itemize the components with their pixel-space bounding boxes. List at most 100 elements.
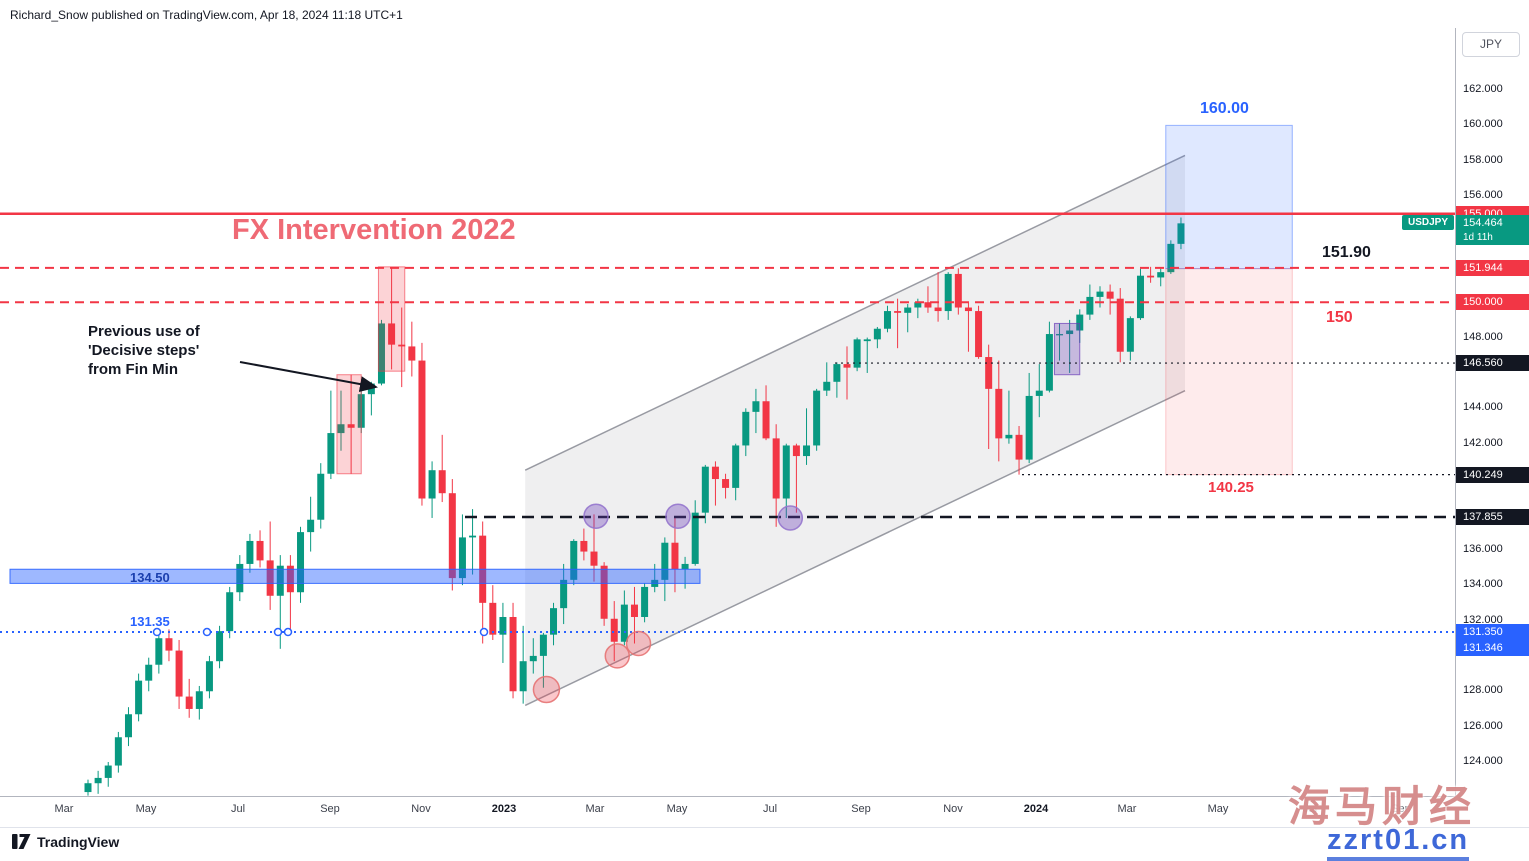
pivot-marker-c[interactable]	[777, 505, 804, 531]
line-anchor-marker[interactable]	[283, 627, 293, 637]
time-label: Mar	[54, 803, 74, 815]
watermark-chinese: 海马财经	[1288, 783, 1477, 830]
candle-body	[347, 424, 355, 428]
candle-body	[823, 381, 831, 391]
candle-body	[995, 388, 1003, 439]
candle-body	[1157, 272, 1165, 278]
line-anchor-marker[interactable]	[202, 627, 212, 637]
support-band-13450[interactable]	[9, 568, 701, 584]
decisive-steps-line3: from Fin Min	[88, 361, 178, 378]
tradingview-brand-text: TradingView	[37, 833, 120, 850]
candle-body	[772, 438, 780, 499]
footer-bar: TradingView	[0, 827, 1529, 857]
time-label: Mar	[1117, 803, 1137, 815]
publish-header: Richard_Snow published on TradingView.co…	[10, 8, 403, 22]
time-label: Sep	[320, 803, 340, 815]
candle-body	[1045, 334, 1053, 391]
price-axis-tag: 137.855	[1456, 508, 1529, 525]
pivot-marker-b[interactable]	[665, 503, 691, 529]
pivot-marker-a[interactable]	[583, 503, 609, 529]
candle-body	[863, 339, 871, 342]
low-marker-jan2023[interactable]	[532, 675, 561, 704]
line-anchor-marker[interactable]	[152, 627, 162, 637]
candle-body	[894, 311, 902, 313]
level-15190-label: 151.90	[1322, 244, 1371, 261]
candle-body	[428, 470, 436, 499]
candle-body	[539, 634, 547, 656]
candle-body	[630, 604, 638, 617]
price-axis[interactable]: JPY 162.000 160.000 158.000 156.000 148.000 1…	[1455, 28, 1529, 796]
candle-body	[904, 307, 912, 313]
candle-body	[286, 565, 294, 593]
symbol-price-tag: USDJPY	[1402, 215, 1455, 231]
decisive-steps-arrow	[239, 361, 378, 392]
time-axis[interactable]: Mar May Jul Sep Nov 2023 Mar May Jul Sep Nov 2024 Ma…	[0, 796, 1455, 822]
level-14025-label: 140.25	[1208, 479, 1254, 496]
candle-body	[803, 445, 811, 457]
candle-body	[843, 364, 851, 368]
price-axis-tag: 140.249	[1456, 466, 1529, 483]
low-marker-mar2023-b[interactable]	[625, 630, 652, 657]
candle-body	[1096, 291, 1104, 297]
candle-body	[752, 401, 760, 412]
line-anchor-marker[interactable]	[273, 627, 283, 637]
currency-unit-button[interactable]: JPY	[1462, 32, 1520, 57]
trend-channel[interactable]	[525, 155, 1186, 706]
fx-intervention-2022-label: FX Intervention 2022	[232, 214, 516, 246]
price-tick: 148.000	[1463, 330, 1503, 343]
candle-body	[84, 783, 92, 793]
candle-body	[833, 364, 841, 382]
candle-body	[175, 650, 183, 697]
candle-body	[914, 302, 922, 308]
risk-zone-14025[interactable]	[1165, 268, 1293, 476]
candle-body	[1086, 296, 1094, 315]
price-tick: 124.000	[1463, 755, 1503, 767]
candle-body	[1106, 291, 1114, 299]
candle-body	[1056, 334, 1064, 336]
trend-channel-line[interactable]	[524, 389, 1186, 707]
price-tick: 126.000	[1463, 719, 1503, 732]
band-13450-label: 134.50	[130, 570, 170, 585]
candle-body	[853, 339, 861, 368]
candle-body	[317, 473, 325, 520]
time-label: Mar	[585, 803, 605, 815]
level-150-label: 150	[1326, 309, 1353, 326]
candle-body	[944, 273, 952, 312]
price-tick: 142.000	[1463, 436, 1503, 449]
candle-body	[711, 466, 719, 480]
line-anchor-marker[interactable]	[479, 627, 489, 637]
candle-body	[641, 586, 649, 617]
price-chart-svg[interactable]	[0, 28, 1455, 796]
price-axis-tag: 154.464	[1456, 215, 1529, 232]
trend-channel-line[interactable]	[524, 154, 1186, 471]
candle-body	[964, 307, 972, 312]
candle-body	[337, 424, 345, 434]
time-label: Nov	[411, 803, 431, 815]
low-marker-mar2023-a[interactable]	[604, 643, 631, 669]
candle-body	[438, 470, 446, 494]
time-label: Sep	[851, 803, 871, 815]
candle-body	[297, 532, 305, 593]
candle-body	[560, 579, 568, 609]
chart-canvas[interactable]: USDJPY	[0, 28, 1455, 796]
price-tick: 156.000	[1463, 189, 1503, 202]
price-axis-tag: 151.944	[1456, 259, 1529, 276]
candle-body	[226, 592, 234, 632]
candle-body	[742, 411, 750, 446]
candle-body	[104, 765, 112, 778]
candle-body	[327, 433, 335, 474]
candle-body	[883, 311, 891, 329]
candle-body	[1126, 318, 1134, 352]
tradingview-logo[interactable]: TradingView	[12, 833, 119, 850]
sep-2022-intervention-box[interactable]	[336, 374, 362, 475]
price-tick: 160.000	[1463, 118, 1503, 131]
target-zone-160[interactable]	[1165, 124, 1293, 270]
candle-body	[266, 560, 274, 596]
candle-body	[954, 273, 962, 308]
time-label: Jul	[1302, 803, 1318, 815]
oct-2022-intervention-box[interactable]	[377, 266, 406, 372]
jan-2024-box[interactable]	[1053, 322, 1081, 376]
price-axis-tag: 1d 11h	[1456, 231, 1529, 246]
candle-body	[114, 737, 122, 766]
